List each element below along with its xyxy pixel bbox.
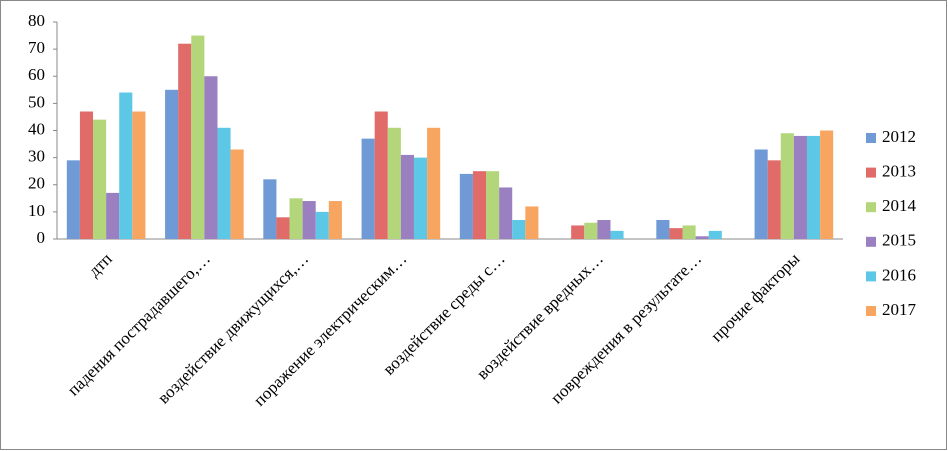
bar [571, 225, 585, 239]
bar [400, 154, 414, 239]
bar [427, 127, 441, 239]
bar [695, 236, 709, 239]
bar [669, 228, 683, 239]
legend-label: 2013 [882, 162, 916, 181]
legend-swatch [866, 236, 876, 247]
legend-swatch [866, 202, 876, 213]
y-tick-label: 30 [28, 147, 45, 166]
bar [204, 76, 218, 239]
bar [191, 35, 205, 239]
bar [780, 133, 794, 239]
bar [610, 230, 624, 239]
y-tick-label: 60 [28, 65, 45, 84]
legend-swatch [866, 271, 876, 282]
bar [328, 201, 342, 239]
bar [361, 138, 375, 239]
bar [499, 187, 513, 239]
bar [387, 127, 401, 239]
bar [276, 217, 290, 239]
bar [178, 43, 192, 240]
bar [132, 111, 146, 239]
bar [315, 211, 329, 239]
bar [472, 171, 487, 239]
legend-label: 2015 [882, 231, 916, 250]
bar [682, 225, 696, 239]
bar [754, 149, 768, 239]
bar [793, 135, 807, 239]
bar [525, 206, 539, 239]
bar [119, 92, 133, 240]
bar [656, 220, 670, 239]
legend-swatch [866, 133, 876, 143]
bar [230, 149, 244, 239]
bar [217, 127, 231, 239]
legend-label: 2014 [882, 196, 917, 215]
legend-label: 2017 [882, 300, 917, 319]
bar [302, 201, 316, 239]
legend-label: 2012 [882, 127, 916, 146]
y-tick-label: 70 [28, 38, 45, 57]
bar [106, 192, 120, 239]
bar [93, 119, 107, 239]
bar [486, 171, 500, 239]
y-tick-label: 80 [28, 11, 45, 30]
legend-swatch [866, 306, 876, 316]
bar [165, 89, 179, 239]
y-tick-label: 0 [37, 228, 46, 247]
bar [512, 220, 526, 239]
bar [806, 135, 821, 239]
bar [79, 111, 94, 239]
y-tick-label: 10 [28, 201, 45, 220]
bar [820, 130, 834, 239]
bar [374, 111, 388, 239]
bar [597, 220, 611, 239]
legend-swatch [866, 167, 876, 178]
legend-label: 2016 [882, 265, 916, 284]
bar [767, 160, 781, 239]
y-tick-label: 20 [28, 174, 45, 193]
bar [263, 179, 277, 239]
bar [289, 198, 303, 239]
y-tick-label: 50 [28, 92, 45, 111]
bar [708, 230, 722, 239]
bar [584, 222, 598, 239]
bar [459, 173, 473, 239]
bar [66, 160, 80, 239]
y-tick-label: 40 [28, 119, 45, 138]
bar [413, 157, 428, 239]
